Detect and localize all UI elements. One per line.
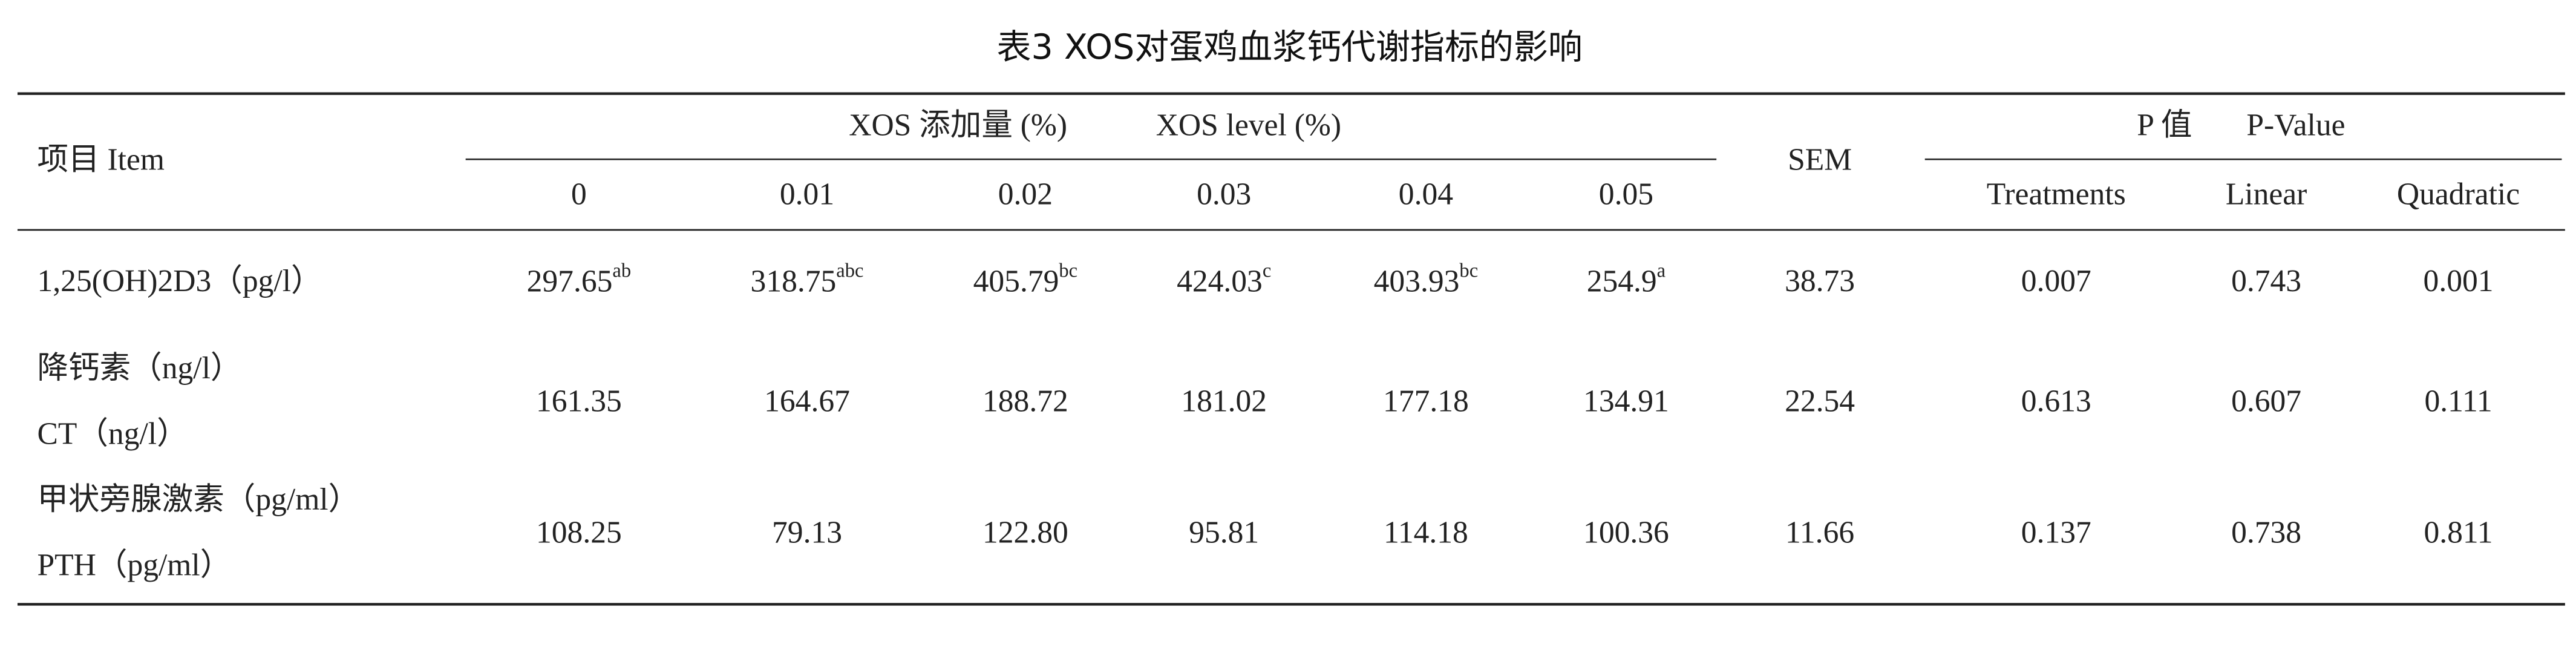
value: 79.13	[772, 515, 842, 550]
sem-cell: 11.66	[1785, 515, 1854, 550]
superscript: bc	[1059, 260, 1077, 282]
p-value-cell: 0.613	[2021, 384, 2091, 418]
value-cell: 177.18	[1383, 384, 1469, 418]
level-header: 0.03	[1197, 177, 1251, 211]
value: 122.80	[982, 515, 1068, 550]
value: 405.79	[973, 264, 1059, 298]
value-cell: 297.65ab	[527, 260, 632, 298]
row-label: 甲状旁腺激素（pg/ml）	[38, 482, 360, 517]
sem-cell: 38.73	[1785, 264, 1855, 298]
p-value-cell: 0.001	[2424, 264, 2494, 298]
value-cell: 122.80	[982, 515, 1068, 550]
superscript: c	[1263, 260, 1271, 282]
superscript: bc	[1459, 260, 1478, 282]
value: 177.18	[1383, 384, 1469, 418]
value: 164.67	[764, 384, 850, 418]
p-column-header: Linear	[2226, 177, 2307, 211]
value-cell: 95.81	[1189, 515, 1259, 550]
level-header: 0.01	[780, 177, 834, 211]
p-value-cell: 0.607	[2231, 384, 2301, 418]
value: 161.35	[536, 384, 622, 418]
value: 403.93	[1374, 264, 1460, 298]
value: 188.72	[982, 384, 1068, 418]
value-cell: 161.35	[536, 384, 622, 418]
value: 114.18	[1384, 515, 1468, 550]
table-title: 表3 XOS对蛋鸡血浆钙代谢指标的影响	[997, 27, 1583, 67]
row-label: PTH（pg/ml）	[38, 548, 232, 583]
value: 181.02	[1181, 384, 1267, 418]
p-value-cell: 0.743	[2231, 264, 2301, 298]
value-cell: 134.91	[1583, 384, 1669, 418]
value-cell: 114.18	[1384, 515, 1468, 550]
item-header: 项目 Item	[38, 142, 165, 177]
p-value-cell: 0.738	[2231, 515, 2301, 550]
row-label: 降钙素（ng/l）	[38, 351, 242, 386]
value-cell: 424.03c	[1177, 260, 1271, 298]
value: 108.25	[536, 515, 622, 550]
p-value-cell: 0.137	[2021, 515, 2091, 550]
value: 254.9	[1587, 264, 1657, 298]
row-label: CT（ng/l）	[38, 417, 188, 452]
p-value-cell: 0.007	[2021, 264, 2091, 298]
level-header: 0.04	[1399, 177, 1453, 211]
value-cell: 164.67	[764, 384, 850, 418]
value-cell: 403.93bc	[1374, 260, 1479, 298]
p-header-cn: P 值	[2137, 108, 2192, 142]
value-cell: 181.02	[1181, 384, 1267, 418]
p-value-cell: 0.111	[2424, 384, 2492, 418]
level-header: 0	[571, 177, 587, 211]
p-header-en: P-Value	[2246, 108, 2345, 142]
group-header-en: XOS level (%)	[1156, 108, 1341, 142]
sem-header: SEM	[1788, 142, 1852, 177]
superscript: abc	[836, 260, 863, 282]
value-cell: 254.9a	[1587, 260, 1666, 298]
value-cell: 188.72	[982, 384, 1068, 418]
value: 95.81	[1189, 515, 1259, 550]
value-cell: 108.25	[536, 515, 622, 550]
value-cell: 100.36	[1583, 515, 1669, 550]
group-header-cn: XOS 添加量 (%)	[849, 108, 1067, 142]
value: 297.65	[527, 264, 613, 298]
value: 318.75	[751, 264, 837, 298]
value: 424.03	[1177, 264, 1263, 298]
row-label: 1,25(OH)2D3（pg/l）	[38, 264, 322, 298]
level-header: 0.02	[998, 177, 1053, 211]
value-cell: 318.75abc	[751, 260, 864, 298]
sem-cell: 22.54	[1785, 384, 1855, 418]
p-value-cell: 0.811	[2424, 515, 2493, 550]
value: 134.91	[1583, 384, 1669, 418]
superscript: ab	[612, 260, 631, 282]
superscript: a	[1657, 260, 1666, 282]
value-cell: 405.79bc	[973, 260, 1078, 298]
value-cell: 79.13	[772, 515, 842, 550]
p-column-header: Treatments	[1987, 177, 2126, 211]
p-column-header: Quadratic	[2397, 177, 2520, 211]
value: 100.36	[1583, 515, 1669, 550]
level-header: 0.05	[1599, 177, 1653, 211]
